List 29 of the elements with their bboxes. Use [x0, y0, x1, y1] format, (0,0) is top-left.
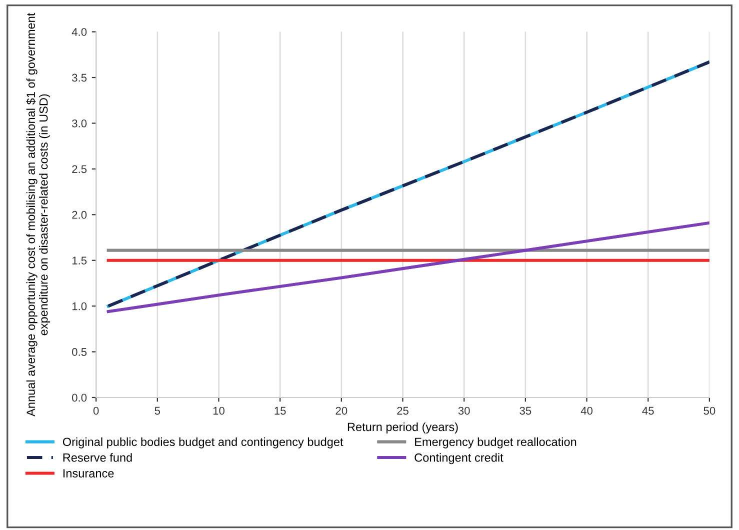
y-tick-label: 0.5 — [72, 348, 87, 356]
y-tick-label: 3.5 — [72, 74, 87, 82]
x-tick-label: 25 — [397, 406, 408, 415]
y-tick-label: 0.0 — [72, 394, 87, 402]
legend-label: Emergency budget reallocation — [415, 437, 576, 448]
legend-label: Contingent credit — [414, 453, 504, 464]
y-tick-label: 1.5 — [72, 256, 87, 264]
legend-label: Insurance — [63, 469, 114, 478]
line-series — [106, 60, 710, 308]
y-tick-label: 3.0 — [72, 119, 87, 128]
x-axis-title: Return period (years) — [348, 422, 458, 434]
y-tick-label: 1.0 — [72, 302, 87, 310]
x-tick-label: 45 — [642, 406, 654, 415]
x-tick-label: 35 — [520, 406, 532, 415]
legend-label: Reserve fund — [63, 453, 132, 462]
y-tick-label: 2.0 — [72, 210, 87, 219]
y-tick-label: 2.5 — [72, 165, 87, 174]
y-tick-label: 4.0 — [72, 28, 87, 36]
x-tick-label: 50 — [704, 406, 716, 415]
x-tick-label: 10 — [213, 406, 224, 415]
x-tick-label: 30 — [458, 406, 470, 415]
x-tick-label: 5 — [154, 406, 160, 415]
x-tick-label: 15 — [274, 406, 286, 415]
line-series — [106, 221, 710, 314]
x-tick-label: 0 — [93, 406, 99, 415]
x-tick-label: 20 — [336, 406, 348, 415]
y-axis-title: Annual average opportunity cost of mobilising an additional $1 of government expenditure on disaster-related costs (in USD) — [26, 12, 50, 416]
legend-label: Original public bodies budget and contingency budget — [62, 437, 344, 448]
x-tick-label: 40 — [580, 406, 593, 415]
